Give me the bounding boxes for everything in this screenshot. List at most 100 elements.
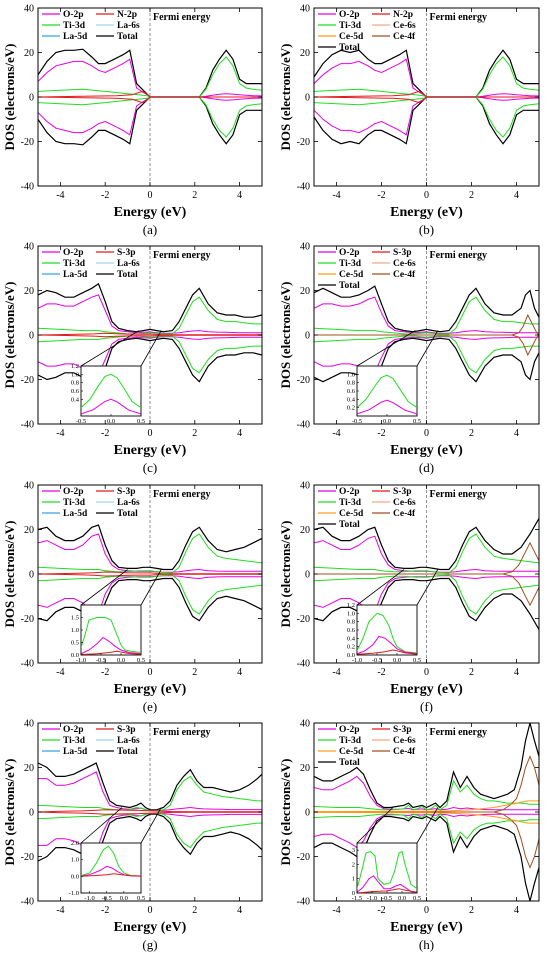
inset-y-tick-label: 1.0 (71, 627, 79, 634)
y-tick-label: 20 (300, 525, 310, 536)
panel-label: (g) (142, 937, 157, 952)
y-tick-label: 20 (24, 763, 34, 774)
x-tick-label: -2 (101, 905, 109, 916)
y-tick-label: 20 (24, 286, 34, 297)
y-tick-label: 0 (305, 808, 310, 819)
y-axis-label: DOS (electrons/eV) (2, 759, 17, 866)
x-tick-label: -2 (101, 667, 109, 678)
panel-label: (f) (420, 699, 433, 714)
inset-x-tick-label: 0.0 (117, 657, 125, 664)
y-tick-label: 20 (300, 763, 310, 774)
x-tick-label: 2 (469, 667, 474, 678)
legend-label-o-2p: O-2p (339, 248, 360, 258)
y-tick-label: -20 (297, 375, 310, 386)
inset-y-tick-label: 0.4 (71, 396, 80, 403)
x-tick-label: -4 (332, 905, 340, 916)
legend-label-o-2p: O-2p (339, 725, 360, 735)
x-tick-label: 2 (469, 428, 474, 439)
series-total-up (38, 762, 262, 811)
x-tick-label: 2 (192, 905, 197, 916)
legend-label-ti-3d: Ti-3d (339, 259, 362, 269)
panel-d: -0.5 0.0 0.50.20.40.60.81.0-4 -2 0 2 4-40-2002… (278, 242, 540, 475)
inset-frame (356, 604, 418, 656)
panel-f: -1.0 -0.5 0.0 0.50.00.20.40.60.81.01.2-4 -2 0… (278, 481, 540, 714)
legend-label-s-3p: S-3p (117, 248, 135, 258)
inset-x-tick-label: 0.5 (137, 657, 145, 664)
x-tick-label: -2 (377, 190, 385, 201)
y-tick-label: 0 (29, 331, 34, 342)
inset-plot (357, 374, 417, 415)
zoom-connector-left (80, 330, 140, 367)
inset-y-tick-label: 0.4 (347, 635, 356, 642)
inset-x-tick-label: 0.0 (107, 418, 115, 425)
legend-label-s-3p: S-3p (117, 487, 135, 497)
series-ti-3d-down (38, 574, 262, 615)
series-ti-3d-up (314, 533, 539, 574)
y-tick-label: -40 (297, 420, 310, 431)
legend-label-la-6s: La-6s (117, 21, 140, 31)
legend-label-ce-6s: Ce-6s (393, 498, 416, 508)
legend-label-total: Total (339, 520, 360, 530)
y-tick-label: 20 (24, 48, 34, 59)
series-ti-3d-down (314, 813, 539, 845)
inset-y-tick-label: 1 (352, 876, 355, 883)
inset-y-tick-label: 1.0 (71, 371, 79, 378)
y-tick-label: -20 (297, 614, 310, 625)
inset-series-s-3p (357, 649, 417, 655)
y-tick-label: 40 (24, 481, 34, 492)
fermi-annotation: Fermi energy (430, 727, 487, 738)
inset-x-tick-label: 0.5 (413, 895, 421, 902)
fermi-annotation: Fermi energy (153, 250, 210, 261)
inset-y-tick-label: 1.0 (347, 371, 355, 378)
inset-plot (357, 612, 417, 655)
x-tick-label: -4 (56, 428, 64, 439)
series-o-2p-down (38, 336, 262, 376)
y-tick-label: -40 (21, 659, 34, 670)
x-tick-label: -4 (332, 667, 340, 678)
inset-frame (80, 365, 142, 417)
zoom-connector-right (416, 569, 439, 606)
y-tick-label: -20 (297, 852, 310, 863)
series-o-2p-up (38, 294, 262, 334)
zoom-connector-left (356, 807, 394, 844)
x-tick-label: -2 (377, 905, 385, 916)
legend-label-ce-6s: Ce-6s (393, 736, 416, 746)
y-axis-label: DOS (electrons/eV) (278, 44, 293, 151)
x-tick-label: 0 (148, 428, 153, 439)
series-ce-4f-down (314, 811, 539, 869)
legend-label-la-6s: La-6s (117, 259, 140, 269)
y-tick-label: -40 (297, 182, 310, 193)
series-s-3p-down (38, 811, 262, 815)
inset-y-tick-label: 0 (352, 890, 355, 897)
inset-series-o-2p (81, 398, 141, 415)
zoom-connector-left (80, 807, 123, 844)
legend-label-la-5d: La-5d (63, 32, 88, 42)
series-total-up (38, 282, 262, 333)
plot-area (38, 48, 262, 146)
x-tick-label: 4 (237, 667, 242, 678)
inset-y-tick-label: 0.0 (71, 873, 79, 880)
inset-series-o-2p (357, 875, 417, 893)
series-o-2p-up (38, 533, 262, 573)
plot-area (38, 762, 262, 862)
inset: -1.0 -0.5 0.0 0.5 -1.0 0.0 1.0 2.0 (69, 840, 145, 902)
y-tick-label: 0 (29, 808, 34, 819)
inset-series-ti-3d (81, 845, 141, 877)
inset-plot (81, 617, 141, 655)
x-axis-label: Energy (eV) (114, 682, 187, 697)
inset-y-tick-label: 0.0 (347, 652, 355, 659)
y-tick-label: -20 (21, 852, 34, 863)
inset-series-o-2p (357, 399, 417, 415)
legend-label-o-2p: O-2p (63, 248, 84, 258)
fermi-annotation: Fermi energy (430, 489, 487, 500)
x-tick-label: -2 (377, 667, 385, 678)
inset-x-tick-label: -0.5 (102, 895, 112, 902)
x-axis-label: Energy (eV) (114, 920, 187, 935)
legend-label-total: Total (117, 32, 138, 42)
x-tick-label: 0 (424, 667, 429, 678)
legend-label-o-2p: O-2p (63, 10, 84, 20)
inset-x-tick-label: 0.0 (383, 418, 391, 425)
inset-x-tick-label: -0.5 (352, 418, 362, 425)
y-tick-label: -40 (21, 182, 34, 193)
legend: O-2p S-3p Ti-3d La-6s La-5d Total (42, 725, 140, 757)
